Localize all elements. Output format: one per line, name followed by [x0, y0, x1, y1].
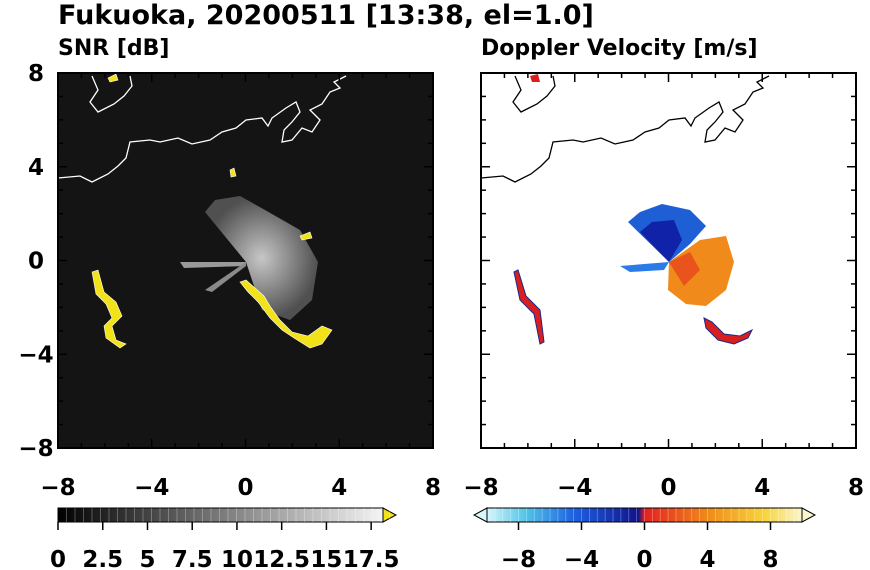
- doppler-approaching-west: [620, 262, 669, 272]
- snr-x-tick-label: 8: [425, 475, 441, 501]
- snr-colorbar-gradient: [57, 507, 384, 523]
- snr-colorbar-tick-label: 7.5: [172, 547, 213, 570]
- doppler-clutter-returns: [513, 74, 754, 345]
- snr-y-tick-label: 8: [28, 61, 44, 87]
- doppler-receding-core: [669, 252, 700, 286]
- snr-plot-area: −8 −4 0 4 8 8 4 0 −4 −8: [18, 61, 441, 501]
- doppler-x-tick-label: 8: [848, 475, 864, 501]
- doppler-x-tick-label: 0: [660, 475, 676, 501]
- doppler-colorbar-tick-label: 4: [699, 547, 715, 570]
- snr-colorbar-tick-label: 0: [50, 547, 66, 570]
- figure-title: Fukuoka, 20200511 [13:38, el=1.0]: [58, 0, 594, 31]
- snr-panel-title: SNR [dB]: [58, 36, 170, 61]
- doppler-panel-title: Doppler Velocity [m/s]: [481, 36, 758, 61]
- snr-coastline: [58, 75, 347, 183]
- snr-y-tick-label: −8: [18, 436, 53, 462]
- doppler-clutter-south: [703, 317, 754, 345]
- doppler-colorbar-tick-label: −4: [564, 547, 599, 570]
- snr-y-tick-label: −4: [18, 342, 53, 368]
- doppler-island-coast: [512, 75, 556, 113]
- snr-colorbar-tick-label: 17.5: [343, 547, 400, 570]
- doppler-clutter-north: [530, 74, 540, 82]
- snr-x-tick-label: 0: [237, 475, 253, 501]
- snr-return-east-blob: [299, 231, 313, 241]
- doppler-coastline: [481, 75, 770, 183]
- snr-colorbar-tick-label: 12.5: [253, 547, 310, 570]
- snr-colorbar: 0 2.5 5 7.5 10 12.5 15 17.5: [50, 507, 400, 570]
- snr-return-west-arc: [91, 269, 127, 349]
- snr-island-coast: [89, 75, 133, 113]
- doppler-colorbar-tick-label: −8: [501, 547, 536, 570]
- doppler-x-tick-label: 4: [754, 475, 770, 501]
- snr-echo-sw-spike: [205, 262, 246, 292]
- doppler-receding-sector: [668, 236, 734, 306]
- snr-colorbar-extend-arrow: [382, 507, 398, 523]
- snr-return-south-arc: [239, 279, 333, 349]
- doppler-colorbar-ticks: −8 −4 0 4 8: [494, 508, 795, 570]
- doppler-colorbar-tick-label: 8: [762, 547, 778, 570]
- snr-colorbar-tick-label: 10: [221, 547, 253, 570]
- snr-colorbar-tick-label: 15: [310, 547, 342, 570]
- doppler-x-tick-label: −8: [463, 475, 498, 501]
- doppler-approaching-core: [640, 220, 682, 262]
- snr-high-returns: [91, 73, 333, 349]
- doppler-colorbar: −8 −4 0 4 8: [472, 507, 817, 570]
- snr-return-north-speck: [229, 167, 237, 178]
- snr-x-tick-label: −8: [40, 475, 75, 501]
- doppler-plot-area: −8 −4 0 4 8: [463, 72, 864, 501]
- doppler-colorbar-low-arrow: [472, 507, 488, 523]
- snr-colorbar-ticks: 0 2.5 5 7.5 10 12.5 15 17.5: [50, 508, 400, 570]
- snr-colorbar-tick-label: 2.5: [82, 547, 123, 570]
- snr-echo-fan: [205, 196, 318, 320]
- snr-echo-west-spike: [180, 262, 246, 268]
- doppler-colorbar-tick-label: 0: [636, 547, 652, 570]
- doppler-x-tick-label: −4: [557, 475, 592, 501]
- snr-axis-ticks: −8 −4 0 4 8 8 4 0 −4 −8: [18, 61, 441, 501]
- snr-x-tick-label: 4: [331, 475, 347, 501]
- snr-y-tick-label: 4: [28, 155, 44, 181]
- snr-x-tick-label: −4: [134, 475, 169, 501]
- doppler-clutter-west: [513, 269, 545, 345]
- doppler-axis-ticks: −8 −4 0 4 8: [463, 72, 864, 501]
- doppler-colorbar-high-arrow: [801, 507, 817, 523]
- snr-return-island-speck: [107, 73, 119, 83]
- snr-y-tick-label: 0: [28, 249, 44, 275]
- snr-colorbar-tick-label: 5: [139, 547, 155, 570]
